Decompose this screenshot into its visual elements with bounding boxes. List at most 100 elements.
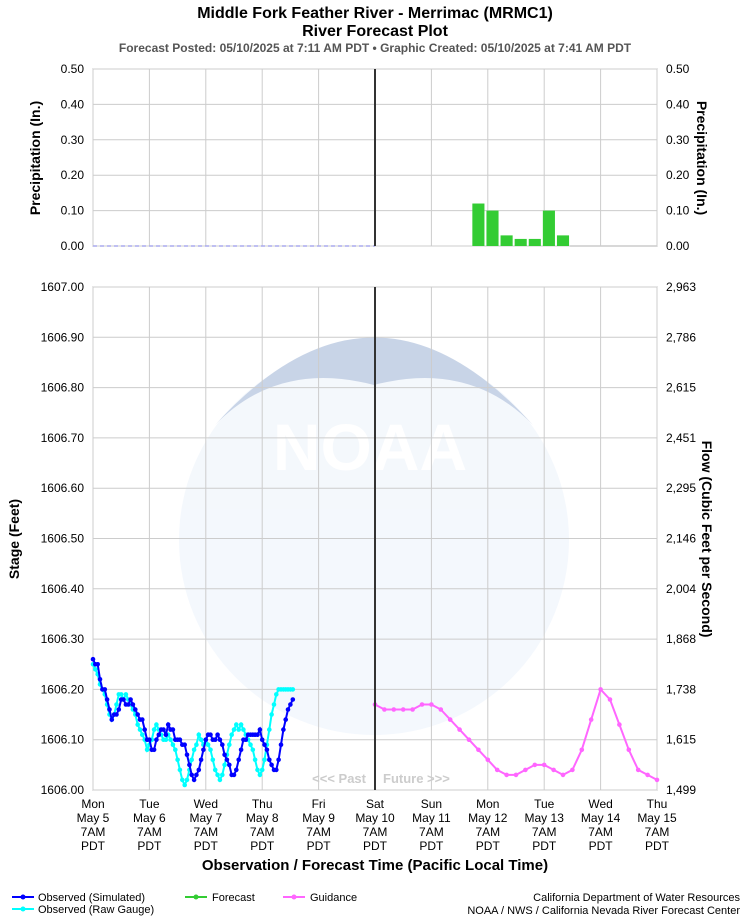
series-point [154, 722, 159, 727]
series-point [523, 767, 528, 773]
series-point [142, 727, 147, 732]
series-point [227, 742, 232, 747]
series-point [212, 737, 218, 742]
x-tick-label: PDT [307, 839, 332, 853]
series-point [191, 777, 197, 783]
series-point [170, 742, 176, 747]
x-tick-label: Tue [534, 797, 555, 811]
stage-y-ticks-right: 1,499 1,615 1,738 1,868 2,004 2,146 2,295 2,451… [666, 280, 696, 797]
stage-axis-label-left: Stage (Feet) [6, 499, 22, 579]
precip-y-tick-right: 0.00 [666, 239, 690, 253]
chart-title: Middle Fork Feather River - Merrimac (MR… [197, 5, 553, 22]
series-point [161, 727, 166, 732]
series-point [410, 707, 415, 712]
series-point [133, 707, 138, 712]
noaa-logo-text: NOAA [273, 410, 467, 484]
series-point [135, 712, 140, 717]
x-tick-label: May 11 [412, 811, 451, 825]
series-point [104, 697, 110, 702]
precip-y-tick-left: 0.10 [61, 204, 85, 218]
series-point [147, 737, 152, 742]
series-point [234, 722, 239, 727]
series-point [93, 667, 98, 672]
legend-observed-sim: Observed (Simulated) [12, 892, 145, 904]
series-point [128, 697, 133, 702]
series-point [290, 697, 296, 702]
x-tick-label: 7AM [588, 825, 613, 839]
series-point [189, 772, 194, 778]
future-annotation: Future >>> [383, 771, 450, 786]
x-tick-label: Sun [421, 797, 442, 811]
series-point [227, 762, 232, 768]
stage-y-tick-left: 1606.90 [41, 330, 85, 344]
stage-y-tick-left: 1606.50 [41, 532, 85, 546]
series-point [438, 707, 444, 712]
flow-y-tick-right: 2,615 [666, 381, 696, 395]
stage-y-tick-left: 1606.10 [41, 733, 85, 747]
legend-observed-raw-label: Observed (Raw Gauge) [38, 904, 154, 916]
stage-y-tick-left: 1606.60 [41, 481, 85, 495]
series-point [400, 707, 406, 712]
series-point [90, 656, 96, 662]
precip-bar [556, 235, 570, 246]
chart-subtitle: River Forecast Plot [302, 23, 449, 40]
series-point [177, 737, 183, 742]
series-point [156, 732, 162, 737]
x-tick-label: PDT [532, 839, 557, 853]
series-point [130, 702, 136, 707]
stage-y-tick-left: 1606.30 [41, 632, 85, 646]
series-point [135, 722, 140, 727]
series-point [224, 757, 230, 763]
flow-y-tick-right: 2,004 [666, 582, 696, 596]
x-tick-label: May 14 [581, 811, 621, 825]
x-tick-label: Wed [194, 797, 218, 811]
x-tick-label: 7AM [193, 825, 218, 839]
flow-y-tick-right: 2,451 [666, 431, 696, 445]
x-tick-label: May 13 [525, 811, 565, 825]
series-point [95, 662, 100, 667]
series-point [504, 772, 509, 778]
stage-series [90, 656, 660, 788]
legend-observed-raw: Observed (Raw Gauge) [12, 904, 154, 916]
x-tick-label: May 12 [468, 811, 508, 825]
series-point [288, 702, 293, 707]
x-tick-label: 7AM [81, 825, 106, 839]
series-point [114, 702, 119, 707]
series-point [259, 767, 265, 773]
x-tick-label: 7AM [250, 825, 275, 839]
series-point [194, 742, 199, 747]
x-tick-label: 7AM [645, 825, 670, 839]
series-point [635, 767, 641, 773]
series-point [267, 757, 272, 763]
legend: Observed (Simulated) Observed (Raw Gauge… [12, 892, 357, 916]
x-tick-label: May 8 [246, 811, 279, 825]
series-point [457, 727, 462, 732]
x-tick-label: Thu [252, 797, 273, 811]
series-point [250, 747, 256, 753]
series-point [267, 727, 272, 732]
precip-y-tick-right: 0.10 [666, 204, 690, 218]
series-point [220, 742, 225, 747]
series-point [466, 737, 472, 742]
series-point [222, 752, 227, 758]
series-point [598, 687, 603, 692]
series-point [196, 732, 202, 737]
x-tick-label: Tue [139, 797, 160, 811]
series-point [170, 727, 176, 732]
legend-forecast-label: Forecast [212, 892, 255, 904]
series-point [243, 737, 249, 742]
flow-axis-label-right: Flow (Cubic Feet per Second) [699, 441, 715, 638]
precip-y-tick-right: 0.50 [666, 62, 690, 76]
x-tick-label: PDT [250, 839, 275, 853]
series-point [205, 742, 211, 747]
series-point [163, 732, 169, 737]
precip-y-tick-right: 0.20 [666, 168, 690, 182]
x-tick-label: 7AM [363, 825, 388, 839]
precip-y-tick-left: 0.00 [61, 239, 85, 253]
series-point [447, 717, 453, 722]
